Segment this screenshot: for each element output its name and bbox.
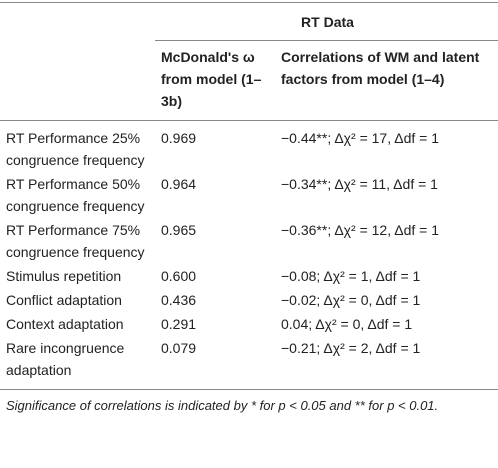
cell: −0.08; Δχ² = 1, Δdf = 1 xyxy=(281,268,421,284)
cell: 0.04; Δχ² = 0, Δdf = 1 xyxy=(281,316,413,332)
cell: −0.44**; Δχ² = 17, Δdf = 1 xyxy=(281,130,439,146)
table-row: RT Performance 50% congruence frequency 0… xyxy=(0,172,498,218)
cell: −0.21; Δχ² = 2, Δdf = 1 xyxy=(275,336,498,390)
cell: −0.36**; Δχ² = 12, Δdf = 1 xyxy=(281,222,439,238)
row-label: RT Performance 75% congruence frequency xyxy=(6,222,145,260)
row-label: RT Performance 25% congruence frequency xyxy=(6,130,145,168)
column-header-row: McDonald's ω from model (1–3b) Correlati… xyxy=(0,40,498,121)
cell: 0.965 xyxy=(161,222,197,238)
row-label: Context adaptation xyxy=(6,316,124,332)
group-header-row: RT Data xyxy=(0,2,498,41)
empty-cell xyxy=(0,3,155,41)
table-row: Rare incongruence adaptation 0.079 −0.21; … xyxy=(0,336,498,390)
row-label: Conflict adaptation xyxy=(6,292,122,308)
cell: 0.079 xyxy=(155,336,275,390)
cell: −0.34**; Δχ² = 11, Δdf = 1 xyxy=(281,176,438,192)
table-row: RT Performance 25% congruence frequency 0… xyxy=(0,121,498,173)
table-row: Conflict adaptation 0.436 −0.02; Δχ² = 0, … xyxy=(0,288,498,312)
table-row: Stimulus repetition 0.600 −0.08; Δχ² = 1, … xyxy=(0,264,498,288)
row-label: RT Performance 50% congruence frequency xyxy=(6,176,145,214)
cell: 0.291 xyxy=(161,316,197,332)
cell: 0.969 xyxy=(161,130,197,146)
empty-cell xyxy=(0,40,155,121)
column-header: Correlations of WM and latent factors fr… xyxy=(275,40,498,121)
data-table: RT Data McDonald's ω from model (1–3b) C… xyxy=(0,2,498,390)
table-body: RT Performance 25% congruence frequency 0… xyxy=(0,121,498,390)
cell: 0.600 xyxy=(161,268,197,284)
table-row: RT Performance 75% congruence frequency 0… xyxy=(0,218,498,264)
table-row: Context adaptation 0.291 0.04; Δχ² = 0, Δd… xyxy=(0,312,498,336)
row-label: Rare incongruence adaptation xyxy=(0,336,155,390)
column-header: McDonald's ω from model (1–3b) xyxy=(155,40,275,121)
footnote: Significance of correlations is indicate… xyxy=(6,398,439,413)
cell: −0.02; Δχ² = 0, Δdf = 1 xyxy=(281,292,421,308)
group-header: RT Data xyxy=(155,2,498,41)
cell: 0.436 xyxy=(161,292,197,308)
cell: 0.964 xyxy=(161,176,197,192)
row-label: Stimulus repetition xyxy=(6,268,122,284)
